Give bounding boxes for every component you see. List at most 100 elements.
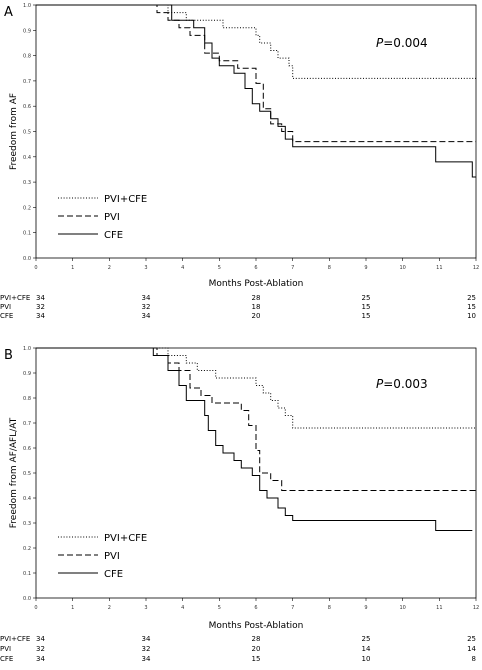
- risk-row-label: PVI+CFE: [0, 635, 30, 643]
- x-tick-label: 3: [144, 265, 147, 271]
- risk-count: 14: [467, 645, 476, 653]
- y-tick-label: 0.6: [23, 446, 31, 452]
- risk-count: 34: [36, 312, 45, 320]
- x-tick-label: 12: [473, 605, 479, 611]
- risk-count: 34: [142, 312, 151, 320]
- y-tick-label: 0.7: [23, 421, 31, 427]
- panel-letter: B: [4, 348, 13, 363]
- x-tick-label: 10: [399, 605, 405, 611]
- x-tick-label: 6: [254, 605, 257, 611]
- x-tick-label: 8: [328, 605, 331, 611]
- risk-row-label: PVI: [0, 645, 11, 653]
- x-tick-label: 10: [399, 265, 405, 271]
- risk-count: 25: [467, 635, 476, 643]
- legend-label: CFE: [104, 230, 123, 241]
- km-curve-pvi-cfe: [36, 4, 476, 79]
- km-curve-pvi: [36, 347, 476, 491]
- y-tick-label: 0.2: [23, 546, 31, 552]
- x-tick-label: 0: [34, 265, 37, 271]
- legend-label: PVI+CFE: [104, 533, 147, 544]
- y-tick-label: 0.1: [23, 571, 31, 577]
- risk-count: 34: [36, 294, 45, 302]
- y-axis-label: Freedom from AF/AFL/AT: [9, 417, 19, 528]
- x-tick-label: 4: [181, 265, 184, 271]
- y-tick-label: 0.4: [23, 496, 31, 502]
- x-axis-label: Months Post-Ablation: [209, 279, 304, 289]
- risk-count: 10: [467, 312, 476, 320]
- y-tick-label: 0.5: [23, 471, 31, 477]
- legend-label: PVI: [104, 212, 120, 223]
- y-tick-label: 1.0: [23, 346, 31, 352]
- y-tick-label: 0.7: [23, 79, 31, 85]
- p-value: =0.004: [383, 36, 427, 50]
- p-value: =0.003: [383, 377, 427, 391]
- risk-row-label: CFE: [0, 312, 13, 320]
- legend-label: PVI+CFE: [104, 194, 147, 205]
- y-tick-label: 0.2: [23, 205, 31, 211]
- y-tick-label: 0.3: [23, 180, 31, 186]
- y-axis-label: Freedom from AF: [9, 93, 19, 170]
- risk-count: 28: [252, 294, 261, 302]
- risk-count: 32: [142, 645, 151, 653]
- y-tick-label: 0.9: [23, 28, 31, 34]
- x-tick-label: 2: [108, 265, 111, 271]
- km-curve-pvi-cfe: [36, 347, 476, 429]
- risk-count: 25: [362, 294, 371, 302]
- risk-count: 34: [142, 655, 151, 663]
- x-tick-label: 2: [108, 605, 111, 611]
- risk-count: 15: [362, 303, 371, 311]
- y-tick-label: 0.8: [23, 54, 31, 60]
- chart-panel-B: B0.00.10.20.30.40.50.60.70.80.91.00 1 2 3 4 5…: [0, 346, 479, 663]
- risk-count: 20: [252, 645, 261, 653]
- risk-count: 34: [142, 294, 151, 302]
- chart-panel-A: A0.00.10.20.30.40.50.60.70.80.91.00 1 2 3 4 5…: [0, 3, 479, 320]
- y-tick-label: 0.8: [23, 396, 31, 402]
- risk-row-label: PVI+CFE: [0, 294, 30, 302]
- risk-count: 34: [36, 655, 45, 663]
- x-tick-label: 0: [34, 605, 37, 611]
- risk-row-label: PVI: [0, 303, 11, 311]
- x-tick-label: 3: [144, 605, 147, 611]
- x-axis-label: Months Post-Ablation: [209, 621, 304, 631]
- y-tick-label: 0.4: [23, 155, 31, 161]
- risk-count: 18: [252, 303, 261, 311]
- risk-row-label: CFE: [0, 655, 13, 663]
- x-tick-label: 9: [364, 265, 367, 271]
- x-tick-label: 1: [71, 605, 74, 611]
- risk-count: 15: [362, 312, 371, 320]
- risk-count: 25: [362, 635, 371, 643]
- risk-count: 8: [472, 655, 476, 663]
- y-tick-label: 0.0: [23, 256, 31, 262]
- risk-count: 34: [36, 635, 45, 643]
- risk-count: 32: [36, 303, 45, 311]
- km-curve-cfe: [36, 4, 476, 178]
- y-tick-label: 0.9: [23, 371, 31, 377]
- y-tick-label: 1.0: [23, 3, 31, 9]
- risk-count: 20: [252, 312, 261, 320]
- risk-count: 14: [362, 645, 371, 653]
- x-tick-label: 7: [291, 265, 294, 271]
- x-tick-label: 6: [254, 265, 257, 271]
- legend-label: CFE: [104, 569, 123, 580]
- y-tick-label: 0.6: [23, 104, 31, 110]
- p-symbol: P: [376, 377, 384, 391]
- risk-count: 15: [467, 303, 476, 311]
- x-tick-label: 9: [364, 605, 367, 611]
- risk-count: 34: [142, 635, 151, 643]
- x-tick-label: 12: [473, 265, 479, 271]
- risk-count: 10: [362, 655, 371, 663]
- x-tick-label: 8: [328, 265, 331, 271]
- risk-count: 32: [142, 303, 151, 311]
- y-tick-label: 0.3: [23, 521, 31, 527]
- p-symbol: P: [376, 36, 384, 50]
- panel-letter: A: [4, 5, 13, 20]
- risk-count: 15: [252, 655, 261, 663]
- km-curve-cfe: [36, 347, 473, 531]
- x-tick-label: 7: [291, 605, 294, 611]
- x-tick-label: 11: [436, 265, 442, 271]
- y-tick-label: 0.1: [23, 231, 31, 237]
- risk-count: 28: [252, 635, 261, 643]
- y-tick-label: 0.5: [23, 130, 31, 136]
- x-tick-label: 1: [71, 265, 74, 271]
